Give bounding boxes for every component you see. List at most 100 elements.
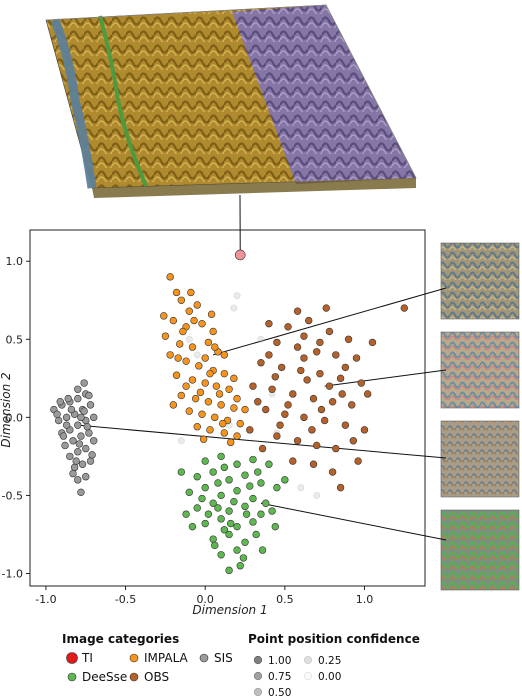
point-impala (206, 369, 214, 378)
point-obs (338, 390, 346, 398)
point-obs (289, 457, 297, 465)
point-obs (265, 351, 273, 359)
point-impala (172, 371, 181, 379)
point-deesse (217, 452, 225, 461)
point-sis (77, 432, 85, 440)
point-sis (85, 391, 93, 400)
point-deesse (241, 502, 249, 511)
point-obs (400, 304, 408, 312)
point-deesse (225, 507, 233, 515)
point-sis (86, 457, 95, 465)
point-obs (328, 398, 337, 406)
point-sis (78, 460, 87, 468)
point-impala (209, 327, 217, 336)
point-obs (268, 385, 276, 393)
point-deesse (177, 468, 186, 476)
point-obs (349, 437, 358, 445)
legend-categories-title: Image categories (62, 632, 179, 646)
point-obs (262, 405, 270, 414)
faint-point (230, 304, 238, 312)
point-sis (70, 463, 79, 472)
point-sis (67, 405, 76, 414)
point-obs (289, 390, 297, 398)
point-impala (201, 354, 209, 362)
point-deesse (220, 526, 229, 534)
point-deesse (188, 522, 197, 531)
point-deesse (258, 546, 267, 554)
point-sis (77, 413, 85, 422)
point-obs (348, 401, 356, 409)
point-deesse (193, 473, 201, 481)
point-deesse (236, 562, 244, 570)
legend-confidence-title: Point position confidence (248, 632, 420, 646)
point-obs (293, 437, 302, 445)
point-deesse (241, 471, 249, 479)
point-impala (219, 419, 227, 428)
point-deesse (225, 476, 233, 484)
point-obs (297, 366, 305, 375)
point-obs (309, 460, 318, 468)
point-obs (363, 390, 372, 398)
point-deesse (239, 554, 248, 562)
point-sis (80, 379, 88, 387)
point-impala (179, 327, 187, 336)
point-obs (357, 379, 365, 387)
point-obs (265, 319, 273, 328)
point-obs (320, 416, 329, 425)
point-deesse (233, 522, 241, 531)
point-impala (211, 343, 219, 351)
point-obs (336, 483, 345, 492)
point-sis (74, 421, 82, 429)
point-obs (271, 373, 279, 381)
legend-confidence-swatch (303, 671, 313, 681)
x-axis-title: Dimension 1 (192, 603, 267, 617)
point-sis (72, 457, 80, 465)
point-deesse (257, 479, 265, 487)
point-sis (74, 476, 82, 484)
legend-confidence-swatch (253, 655, 263, 665)
axis-ticks: -1.0 -0.5 0.0 0.5 1.0 -1.0 -0.5 0.0 0.5 1.0 (2, 255, 374, 606)
point-deesse (249, 518, 257, 526)
legend-label: OBS (144, 670, 169, 684)
legend-label: TI (81, 651, 93, 665)
point-deesse (225, 530, 233, 539)
point-impala (204, 398, 213, 406)
point-obs (293, 307, 302, 315)
point-deesse (254, 468, 262, 476)
point-obs (277, 363, 286, 372)
point-deesse (201, 519, 209, 528)
legend: Image categories Point position confiden… (62, 632, 420, 699)
point-deesse (209, 535, 217, 543)
point-obs (325, 327, 334, 336)
point-sis (82, 473, 90, 481)
point-obs (284, 401, 292, 409)
point-impala (191, 394, 200, 403)
point-deesse (233, 460, 241, 468)
connector-lines (77, 194, 447, 541)
point-deesse (268, 507, 276, 515)
y-tick-label: 0.0 (6, 411, 24, 424)
point-obs (300, 413, 308, 422)
point-sis (53, 410, 61, 418)
point-obs (312, 348, 321, 356)
point-sis (85, 429, 93, 437)
x-tick-label: -0.5 (115, 593, 136, 606)
faint-point (193, 351, 201, 359)
point-impala (161, 332, 170, 340)
point-obs (254, 398, 262, 406)
point-deesse (209, 468, 217, 476)
point-impala (206, 426, 214, 434)
point-sis (66, 452, 74, 461)
connector-line (260, 502, 447, 541)
point-impala (204, 338, 213, 347)
point-impala (199, 435, 208, 443)
point-sis (77, 488, 85, 497)
point-obs (332, 444, 340, 453)
point-obs (328, 468, 337, 476)
point-deesse (257, 510, 265, 518)
point-impala (220, 369, 229, 378)
point-impala (230, 404, 238, 412)
point-sis (83, 423, 92, 431)
point-obs (300, 354, 308, 362)
